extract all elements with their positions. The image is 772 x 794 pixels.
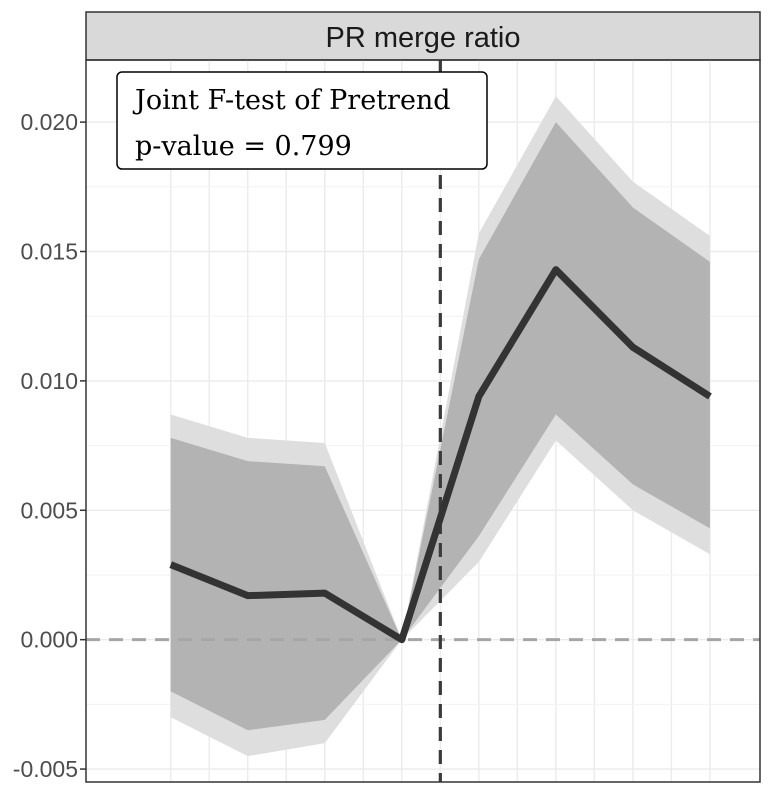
estimate-line (169, 266, 712, 644)
y-tick-label: 0.010 (20, 368, 78, 394)
annotation-line-2: p-value = 0.799 (135, 131, 352, 162)
estimate-line-layer (169, 266, 712, 644)
annotation-line-1: Joint F-test of Pretrend (132, 85, 451, 116)
y-tick-label: 0.000 (20, 627, 78, 653)
facet-strip (85, 11, 761, 61)
facet-strip-title: PR merge ratio (325, 22, 520, 54)
y-tick-label: 0.005 (20, 497, 78, 523)
y-tick-label: 0.015 (20, 238, 78, 264)
y-tick-label: -0.005 (13, 756, 78, 782)
panel-border (85, 59, 761, 783)
y-tick-label: 0.020 (20, 109, 78, 135)
ci-inner-band (170, 122, 710, 731)
annotation-box (116, 71, 488, 170)
y-axis: -0.005 0.000 0.005 0.010 0.015 0.020 (13, 109, 86, 782)
reference-lines (86, 60, 760, 782)
pretrend-annotation: Joint F-test of Pretrend p-value = 0.799 (116, 71, 488, 170)
